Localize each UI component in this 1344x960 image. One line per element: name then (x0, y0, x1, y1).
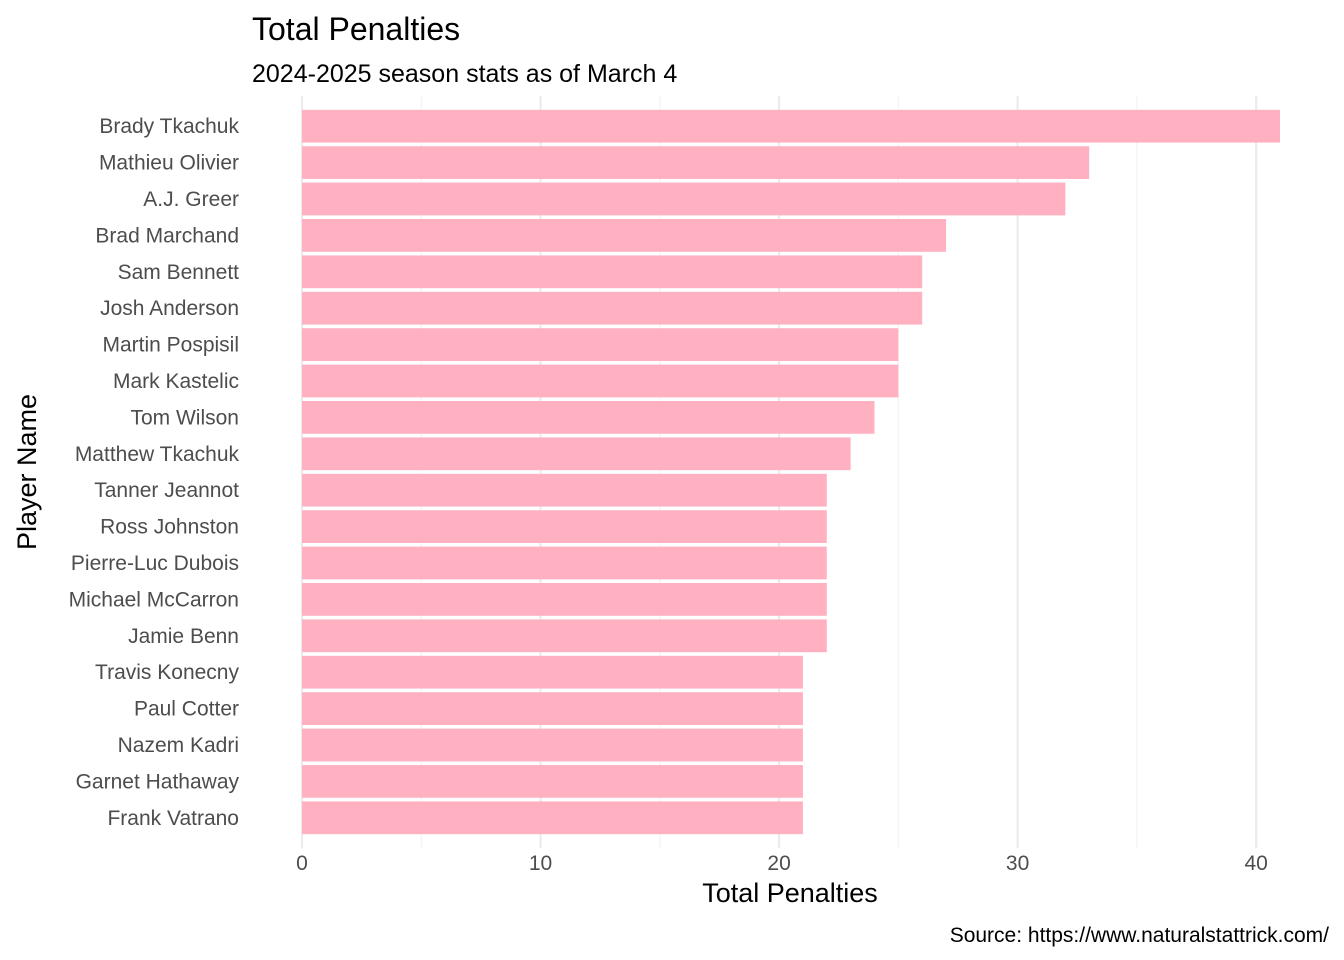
bar (302, 583, 827, 616)
category-label: Josh Anderson (100, 297, 239, 320)
bar (302, 692, 803, 725)
y-axis-title: Player Name (12, 394, 42, 550)
x-axis-title: Total Penalties (702, 878, 878, 908)
x-tick-label: 20 (767, 852, 790, 875)
category-label: Garnet Hathaway (76, 770, 240, 793)
category-label: Frank Vatrano (107, 807, 239, 830)
category-label: Jamie Benn (128, 625, 239, 648)
bar (302, 255, 923, 289)
bar (302, 619, 827, 653)
bar (302, 109, 1280, 143)
bar (302, 546, 827, 580)
category-label: Martin Pospisil (102, 334, 239, 357)
category-label: Brady Tkachuk (99, 115, 239, 138)
x-tick-label: 0 (296, 852, 308, 875)
bar (302, 801, 803, 835)
category-label: Brad Marchand (95, 224, 239, 247)
category-label: Ross Johnston (100, 516, 239, 539)
category-label: Mathieu Olivier (99, 152, 239, 175)
chart-title: Total Penalties (252, 11, 460, 47)
bar (302, 473, 827, 507)
bar (302, 728, 803, 762)
bar (302, 328, 899, 361)
category-label: Tom Wilson (130, 406, 239, 429)
category-labels: Brady Tkachuk Mathieu Olivier A.J. Greer Br… (69, 115, 240, 830)
bar (302, 182, 1066, 216)
bar (302, 364, 899, 398)
x-tick-label: 40 (1244, 852, 1267, 875)
bar (302, 291, 923, 325)
category-label: Matthew Tkachuk (75, 443, 240, 466)
bar (302, 401, 875, 434)
bar (302, 146, 1090, 179)
category-label: Sam Bennett (118, 261, 240, 284)
category-label: Tanner Jeannot (94, 479, 239, 502)
category-label: Paul Cotter (134, 698, 239, 721)
category-label: A.J. Greer (143, 188, 239, 211)
x-tick-label: 10 (529, 852, 552, 875)
x-tick-label: 30 (1006, 852, 1029, 875)
category-label: Nazem Kadri (118, 734, 239, 757)
bars (302, 109, 1280, 835)
bar (302, 437, 851, 471)
source-caption: Source: https://www.naturalstattrick.com… (950, 924, 1329, 947)
bar (302, 655, 803, 689)
bar (302, 765, 803, 798)
bar (302, 219, 947, 252)
bar (302, 510, 827, 543)
chart-subtitle: 2024-2025 season stats as of March 4 (252, 60, 677, 88)
category-label: Pierre-Luc Dubois (71, 552, 239, 575)
category-label: Michael McCarron (69, 588, 239, 611)
category-label: Mark Kastelic (113, 370, 239, 393)
category-label: Travis Konecny (95, 661, 239, 684)
x-tick-labels: 0 10 20 30 40 (296, 852, 1268, 875)
